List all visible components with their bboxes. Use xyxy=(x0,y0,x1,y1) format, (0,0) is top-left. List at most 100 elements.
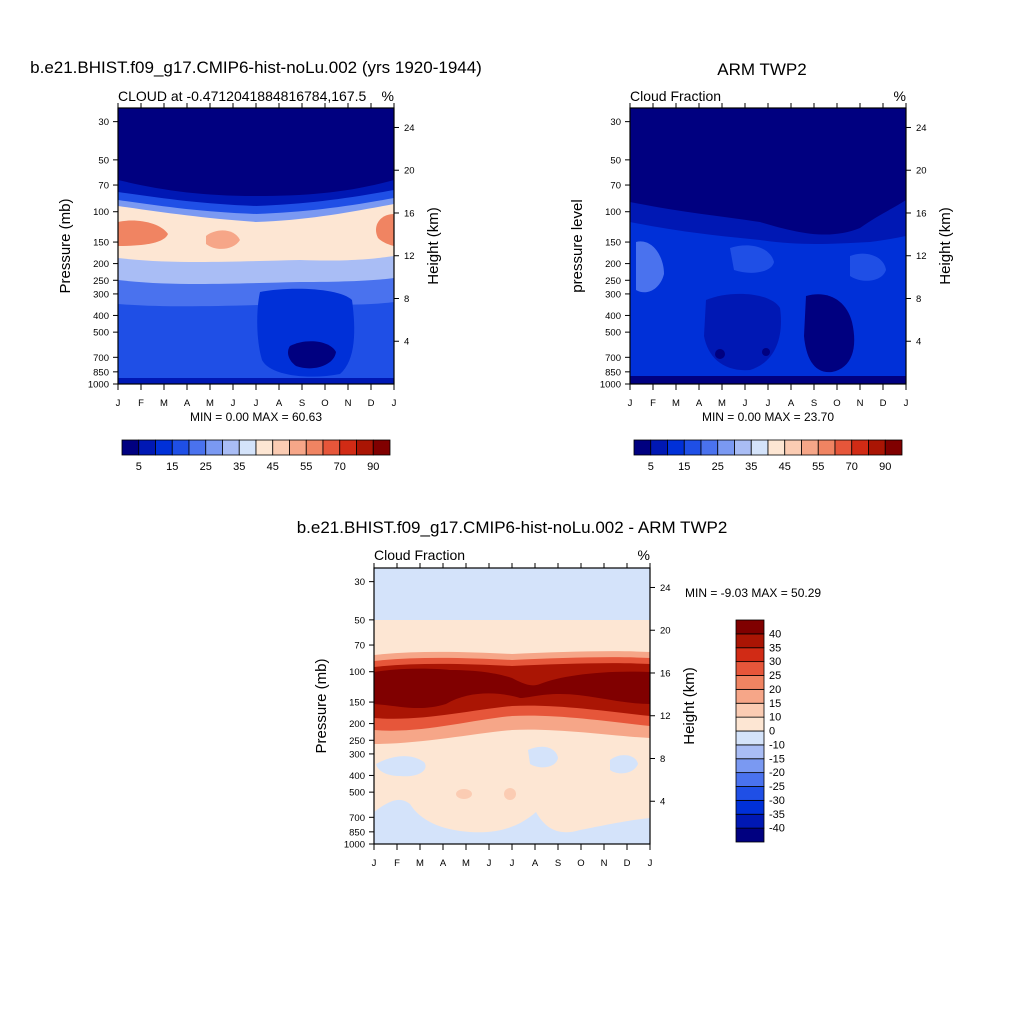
field-dot-2 xyxy=(762,348,770,356)
y-tick-label: 700 xyxy=(605,353,621,364)
panel-diff-ylabel-right: Height (km) xyxy=(681,667,698,745)
colorbar-label: 35 xyxy=(769,642,781,654)
colorbar-label: 40 xyxy=(769,628,781,640)
field-core xyxy=(288,341,336,369)
x-tick-label: M xyxy=(206,398,214,409)
panel-obs-subtitle-left: Cloud Fraction xyxy=(630,88,721,104)
colorbar-swatch xyxy=(784,439,802,456)
colorbar-swatch xyxy=(171,439,190,456)
field-dark-core xyxy=(804,294,855,373)
y-right-tick-label: 8 xyxy=(916,294,921,305)
panel-diff-ylabel: Pressure (mb) xyxy=(313,658,330,753)
y-tick-label: 1000 xyxy=(600,380,621,391)
x-tick-label: D xyxy=(880,398,887,409)
colorbar-swatch xyxy=(735,702,765,718)
colorbar-label: 5 xyxy=(648,461,654,473)
y-tick-label: 400 xyxy=(605,311,621,322)
y-tick-label: 500 xyxy=(349,788,365,799)
y-tick-label: 250 xyxy=(605,276,621,287)
colorbar-label: 70 xyxy=(846,461,858,473)
x-tick-label: D xyxy=(368,398,375,409)
panel-obs-axes: 30 50 70 100 150 200 250 300 400 500 700 850 1000 24 2… xyxy=(600,103,927,409)
x-tick-label: J xyxy=(392,398,397,409)
x-tick-label: F xyxy=(650,398,656,409)
colorbar-swatch xyxy=(834,439,853,456)
panel-obs: ARM TWP2 Cloud Fraction % 30 50 70 100 150 20… xyxy=(569,60,954,473)
x-tick-label: O xyxy=(577,858,584,869)
field-light-patch-left xyxy=(636,241,664,293)
field-core xyxy=(374,668,650,709)
x-tick-label: A xyxy=(532,858,539,869)
y-tick-label: 100 xyxy=(349,667,365,678)
x-tick-label: J xyxy=(510,858,515,869)
y-tick-label: 850 xyxy=(605,367,621,378)
y-tick-label: 30 xyxy=(610,117,621,128)
colorbar-swatch xyxy=(272,439,290,456)
colorbar-label: 5 xyxy=(136,461,142,473)
y-tick-label: 700 xyxy=(349,813,365,824)
colorbar-label: 15 xyxy=(769,698,781,710)
colorbar-swatch xyxy=(717,439,735,456)
y-right-tick-label: 16 xyxy=(660,668,671,679)
colorbar-swatch xyxy=(222,439,240,456)
x-tick-label: J xyxy=(648,858,653,869)
panel-obs-stats: MIN = 0.00 MAX = 23.70 xyxy=(702,410,834,424)
colorbar-label: 35 xyxy=(745,461,757,473)
colorbar-swatch xyxy=(255,439,274,456)
x-tick-label: S xyxy=(555,858,561,869)
colorbar-swatch xyxy=(735,716,765,732)
y-tick-label: 300 xyxy=(349,749,365,760)
y-tick-label: 70 xyxy=(610,181,621,192)
x-tick-label: J xyxy=(766,398,771,409)
panel-obs-ylabel: pressure level xyxy=(569,199,586,292)
field-surface xyxy=(118,378,394,384)
colorbar-swatch xyxy=(683,439,702,456)
y-right-tick-label: 20 xyxy=(916,166,927,177)
colorbar-swatch xyxy=(735,744,765,760)
field-light-patch-mid xyxy=(730,245,774,273)
colorbar-label: 45 xyxy=(267,461,279,473)
panel-obs-colorbar: 5 15 25 35 45 55 70 90 xyxy=(633,439,903,473)
x-tick-label: M xyxy=(672,398,680,409)
colorbar-label: 15 xyxy=(166,461,178,473)
panel-diff: b.e21.BHIST.f09_g17.CMIP6-hist-noLu.002 … xyxy=(297,518,822,869)
colorbar-swatch xyxy=(851,439,869,456)
x-tick-label: J xyxy=(254,398,259,409)
field-light-patch-right xyxy=(850,253,886,281)
x-tick-label: M xyxy=(462,858,470,869)
field-neg-surface xyxy=(374,799,650,844)
y-tick-label: 300 xyxy=(605,289,621,300)
y-right-tick-label: 24 xyxy=(404,123,415,134)
field-pos-patch-1 xyxy=(456,789,472,799)
colorbar-swatch xyxy=(667,439,685,456)
y-right-tick-label: 20 xyxy=(660,626,671,637)
x-tick-label: A xyxy=(696,398,703,409)
colorbar-label: -40 xyxy=(769,823,785,835)
colorbar-swatch xyxy=(339,439,357,456)
y-right-tick-label: 20 xyxy=(404,166,415,177)
y-right-tick-label: 8 xyxy=(660,754,665,765)
colorbar-swatch xyxy=(238,439,257,456)
panel-diff-subtitle-right: % xyxy=(638,547,650,563)
y-tick-label: 30 xyxy=(98,117,109,128)
y-tick-label: 150 xyxy=(93,238,109,249)
panel-model-ylabel-right: Height (km) xyxy=(425,207,442,285)
field-peak-left xyxy=(118,220,168,246)
colorbar-swatch xyxy=(735,813,765,829)
x-tick-label: J xyxy=(904,398,909,409)
y-right-tick-label: 4 xyxy=(660,797,665,808)
colorbar-label: 55 xyxy=(812,461,824,473)
colorbar-swatch xyxy=(356,439,374,456)
y-right-tick-label: 12 xyxy=(916,251,927,262)
y-tick-label: 100 xyxy=(605,207,621,218)
y-tick-label: 850 xyxy=(349,827,365,838)
x-tick-label: M xyxy=(718,398,726,409)
y-tick-label: 150 xyxy=(605,238,621,249)
panel-model-subtitle-left: CLOUD at -0.4712041884816784,167.5 xyxy=(118,88,367,104)
panel-obs-title: ARM TWP2 xyxy=(717,60,806,79)
colorbar-swatch xyxy=(868,439,886,456)
colorbar-swatch xyxy=(305,439,324,456)
panel-model-subtitle-right: % xyxy=(382,88,394,104)
colorbar-label: -20 xyxy=(769,767,785,779)
y-tick-label: 1000 xyxy=(344,840,365,851)
